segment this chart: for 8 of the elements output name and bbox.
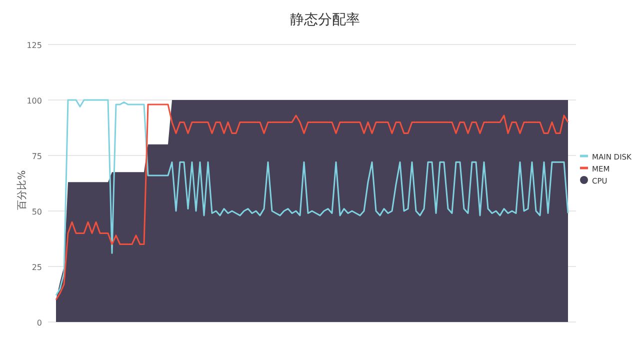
y-tick-label: 75 [32, 152, 42, 161]
y-tick-label: 0 [36, 318, 42, 328]
title: 静态分配率 [290, 12, 360, 28]
y-tick-label: 50 [32, 208, 42, 216]
y-tick-label: 25 [32, 263, 42, 272]
y-tick-label: 125 [26, 41, 42, 50]
y-tick-label: 100 [26, 96, 42, 106]
ylabel: 百分比% [17, 170, 28, 210]
